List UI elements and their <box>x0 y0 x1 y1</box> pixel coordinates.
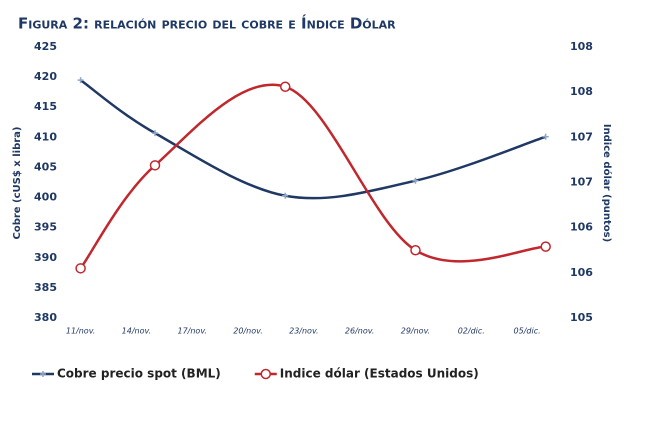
y-tick-label: 390 <box>34 251 57 264</box>
point <box>152 130 159 137</box>
x-tick-label: 11/nov. <box>66 327 95 336</box>
x-tick-label: 20/nov. <box>233 327 262 336</box>
y2-tick-label: 107 <box>570 130 593 143</box>
x-tick-label: 17/nov. <box>177 327 206 336</box>
x-tick-label: 05/dic. <box>514 327 541 336</box>
y2-tick-label: 107 <box>570 176 593 189</box>
y-tick-label: 425 <box>34 40 57 53</box>
legend-label: Indice dólar (Estados Unidos) <box>280 367 479 381</box>
y-tick-label: 405 <box>34 160 57 173</box>
y2-axis-title: Indice dólar (puntos) <box>601 124 613 242</box>
point <box>282 192 289 199</box>
y2-tick-label: 108 <box>570 85 593 98</box>
point <box>75 263 86 274</box>
y-tick-label: 400 <box>34 191 57 204</box>
x-tick-label: 26/nov. <box>345 327 374 336</box>
y-tick-label: 420 <box>34 70 57 83</box>
x-tick-label: 29/nov. <box>401 327 430 336</box>
x-tick-label: 02/dic. <box>458 327 485 336</box>
legend-label: Cobre precio spot (BML) <box>57 367 221 381</box>
point <box>149 160 161 171</box>
point <box>540 241 551 252</box>
y-tick-label: 380 <box>34 311 57 324</box>
y2-tick-label: 105 <box>570 311 593 324</box>
series-line <box>79 83 546 270</box>
y-tick-label: 415 <box>34 100 57 113</box>
point <box>77 77 84 84</box>
series-line <box>79 79 547 200</box>
y-axis-title: Cobre (cUS$ x libra) <box>12 126 23 239</box>
x-tick-label: 23/nov. <box>289 327 318 336</box>
x-tick-label: 14/nov. <box>122 327 151 336</box>
point <box>412 177 419 184</box>
y-tick-label: 385 <box>34 281 57 294</box>
point <box>279 81 291 92</box>
y2-tick-label: 106 <box>570 221 593 234</box>
y2-tick-label: 108 <box>570 40 593 53</box>
y2-tick-label: 106 <box>570 266 593 279</box>
legend-marker <box>40 371 46 377</box>
point <box>542 133 549 140</box>
legend-marker <box>260 368 272 380</box>
point <box>410 245 421 256</box>
y-tick-label: 395 <box>34 221 57 234</box>
chart-title: Figura 2: relación precio del cobre e Ín… <box>18 14 396 33</box>
y-tick-label: 410 <box>34 130 57 143</box>
